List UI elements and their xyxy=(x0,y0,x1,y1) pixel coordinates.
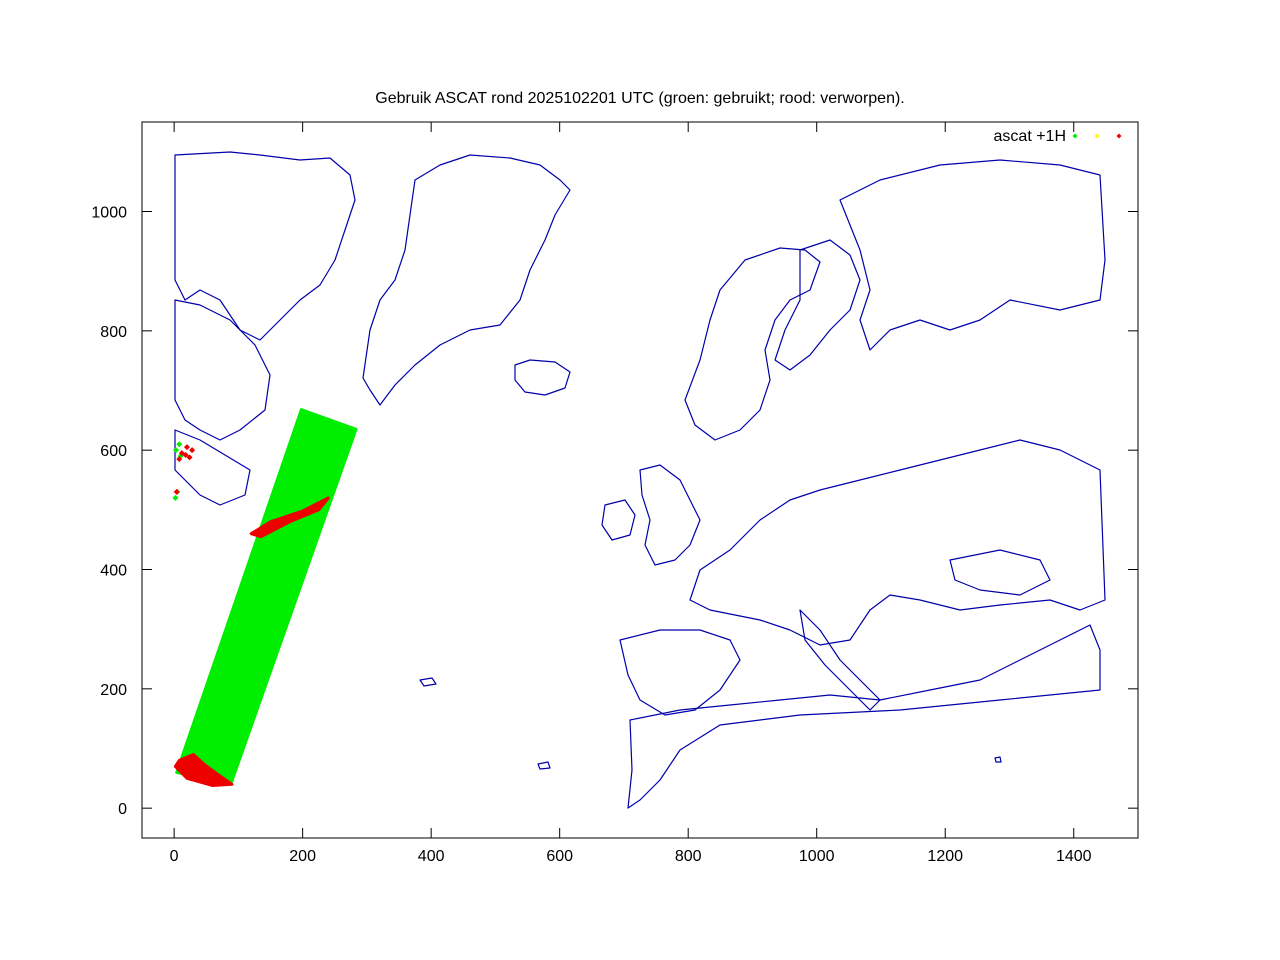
x-tick-label: 1000 xyxy=(799,848,835,865)
y-tick-label: 800 xyxy=(100,324,127,341)
coastline xyxy=(514,359,571,396)
coastline xyxy=(174,151,356,341)
x-tick-label: 0 xyxy=(170,848,179,865)
x-axis: 0 200 400 600 800 1000 1200 1400 xyxy=(170,122,1092,865)
legend-marker xyxy=(1116,133,1122,139)
x-tick-label: 1400 xyxy=(1056,848,1092,865)
coastline xyxy=(601,499,636,541)
y-tick-label: 1000 xyxy=(91,205,127,222)
swath-used xyxy=(175,408,358,786)
y-tick-label: 200 xyxy=(100,682,127,699)
data-point xyxy=(182,451,189,458)
coastline xyxy=(949,549,1051,596)
data-point xyxy=(173,488,180,495)
coastline xyxy=(619,629,741,716)
swath-rejected xyxy=(249,496,330,539)
ascat-points xyxy=(172,441,196,501)
coastline xyxy=(839,159,1106,351)
y-tick-label: 0 xyxy=(118,801,127,818)
y-tick-label: 400 xyxy=(100,563,127,580)
legend-marker xyxy=(1094,133,1100,139)
y-axis: 0 200 400 600 800 1000 xyxy=(91,205,1138,818)
x-tick-label: 200 xyxy=(289,848,316,865)
x-tick-label: 400 xyxy=(418,848,445,865)
coastline xyxy=(627,624,1101,809)
y-tick-label: 600 xyxy=(100,443,127,460)
data-point xyxy=(189,447,196,454)
legend-marker xyxy=(1072,133,1078,139)
data-point xyxy=(176,456,183,463)
legend-label: ascat +1H xyxy=(994,128,1066,145)
legend-markers xyxy=(1072,133,1122,139)
x-tick-label: 600 xyxy=(546,848,573,865)
x-tick-label: 800 xyxy=(675,848,702,865)
data-point xyxy=(172,494,179,501)
x-tick-label: 1200 xyxy=(927,848,963,865)
coastline xyxy=(994,756,1002,763)
coastline-layer xyxy=(174,151,1106,809)
ascat-swath xyxy=(173,408,358,787)
coastline xyxy=(419,677,437,687)
legend: ascat +1H xyxy=(994,128,1122,145)
data-point xyxy=(176,441,183,448)
data-point xyxy=(186,454,193,461)
plot-frame xyxy=(141,121,1139,839)
coastline xyxy=(689,439,1106,646)
coastline xyxy=(774,239,861,371)
coastline xyxy=(639,464,701,566)
coastline xyxy=(174,429,251,506)
swath-rejected xyxy=(173,753,234,787)
coastline xyxy=(362,154,571,406)
coastline xyxy=(537,761,551,770)
coastline xyxy=(174,299,271,441)
data-point xyxy=(173,447,180,454)
data-point xyxy=(183,444,190,451)
coastline xyxy=(799,609,881,711)
chart-title: Gebruik ASCAT rond 2025102201 UTC (groen… xyxy=(375,90,904,107)
